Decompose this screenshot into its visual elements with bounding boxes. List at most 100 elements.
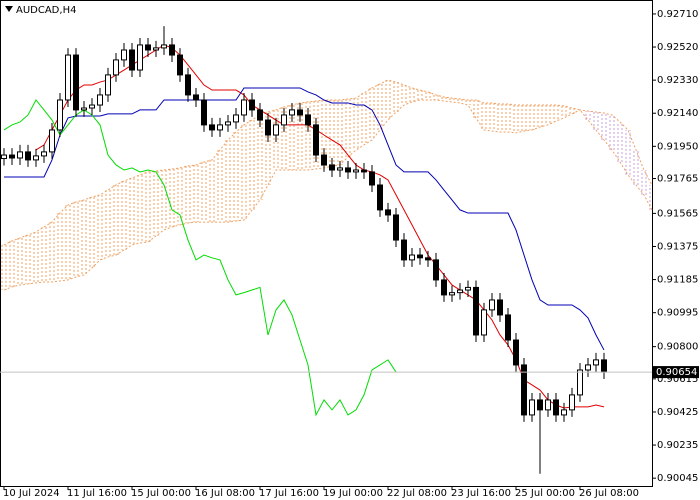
candle-body [25,151,31,161]
candle-body [185,74,191,96]
candle-body [281,114,287,126]
candle-body [89,104,95,109]
candle-body [217,124,223,131]
candle-body [545,399,551,411]
candle-body [465,286,471,291]
candle-body [137,44,143,71]
candle-body [17,151,23,159]
indicator-line [3,99,397,417]
indicator-line [4,87,605,351]
x-tick-label: 17 Jul 16:00 [259,488,319,499]
candle-body [377,184,383,211]
candle-body [201,99,207,126]
x-tick-label: 16 Jul 08:00 [195,488,255,499]
candle-body [521,364,527,416]
candle-body [9,154,15,159]
candle-body [345,167,351,173]
candle-body [513,339,519,366]
candle-body [441,279,447,296]
candle-body [449,292,455,296]
candle-body [433,259,439,281]
candle-body [561,409,567,416]
candle-body [49,129,55,153]
candle-body [321,154,327,166]
y-tick-label: 0.90235 [657,440,698,451]
candle-body [497,299,503,316]
candle-body [329,164,335,171]
x-tick-label: 22 Jul 08:00 [387,488,447,499]
senkou-span-a [3,79,653,246]
candle-body [33,155,39,161]
candle-body [289,109,295,116]
candle-body [273,124,279,136]
chart-title: AUDCAD,H4 [16,5,76,16]
last-price-box [653,366,699,379]
candle-body [337,167,343,171]
candle-body [361,169,367,173]
y-tick-label: 0.92140 [657,108,698,119]
candle-body [209,124,215,131]
x-tick-label: 10 Jul 2024 [3,488,60,499]
candle-body [393,214,399,241]
candle-body [65,54,71,101]
candle-body [425,257,431,261]
y-tick-label: 0.90425 [657,407,698,418]
candle-body [481,309,487,336]
x-tick-label: 15 Jul 00:00 [131,488,191,499]
y-tick-label: 0.90615 [657,374,698,385]
y-tick-label: 0.92520 [657,42,698,53]
candle-body [593,359,599,366]
x-tick-label: 25 Jul 00:00 [515,488,575,499]
candle-body [585,364,591,371]
candle-body [193,94,199,101]
candle-body [177,54,183,76]
candle-body [473,286,479,336]
y-tick-label: 0.91375 [657,241,698,252]
candle-body [105,74,111,96]
candle-body [553,399,559,416]
x-tick-label: 11 Jul 16:00 [67,488,127,499]
candle-body [569,394,575,411]
candle-body [489,299,495,311]
y-tick-label: 0.90800 [657,342,698,353]
candle-body [265,119,271,136]
candle-body [305,114,311,126]
candle-body [241,99,247,116]
candle-body [577,369,583,396]
y-tick-label: 0.91950 [657,141,698,152]
candle-body [81,107,87,111]
y-tick-label: 0.92710 [657,9,698,20]
candle-body [161,44,167,49]
candle-body [153,47,159,51]
candle-body [297,109,303,116]
senkou-span-b [3,99,653,291]
candle-body [417,254,423,259]
price-axis: 0.92710 0.92520 0.92330 0.92140 0.91950 0.917… [0,9,699,499]
candle-body [129,49,135,71]
candle-body [401,239,407,261]
candle-body [385,209,391,216]
candle-body [353,169,359,173]
candle-body [1,154,7,160]
candle-body [225,121,231,126]
candle-body [313,124,319,156]
candle-body [257,109,263,121]
cloud [1,79,653,291]
candle-body [537,399,543,411]
candle-body [457,289,463,294]
candle-body [169,44,175,56]
candles [1,26,607,474]
candle-body [505,314,511,341]
last-price-label: 0.90654 [656,367,697,378]
y-tick-label: 0.91565 [657,208,698,219]
x-tick-label: 19 Jul 00:00 [323,488,383,499]
candle-body [233,114,239,123]
candle-body [529,399,535,416]
candle-body [121,49,127,61]
candle-body [73,54,79,111]
y-tick-label: 0.91765 [657,174,698,185]
candle-body [369,171,375,186]
title-icon [5,6,13,12]
y-tick-label: 0.91185 [657,275,698,286]
